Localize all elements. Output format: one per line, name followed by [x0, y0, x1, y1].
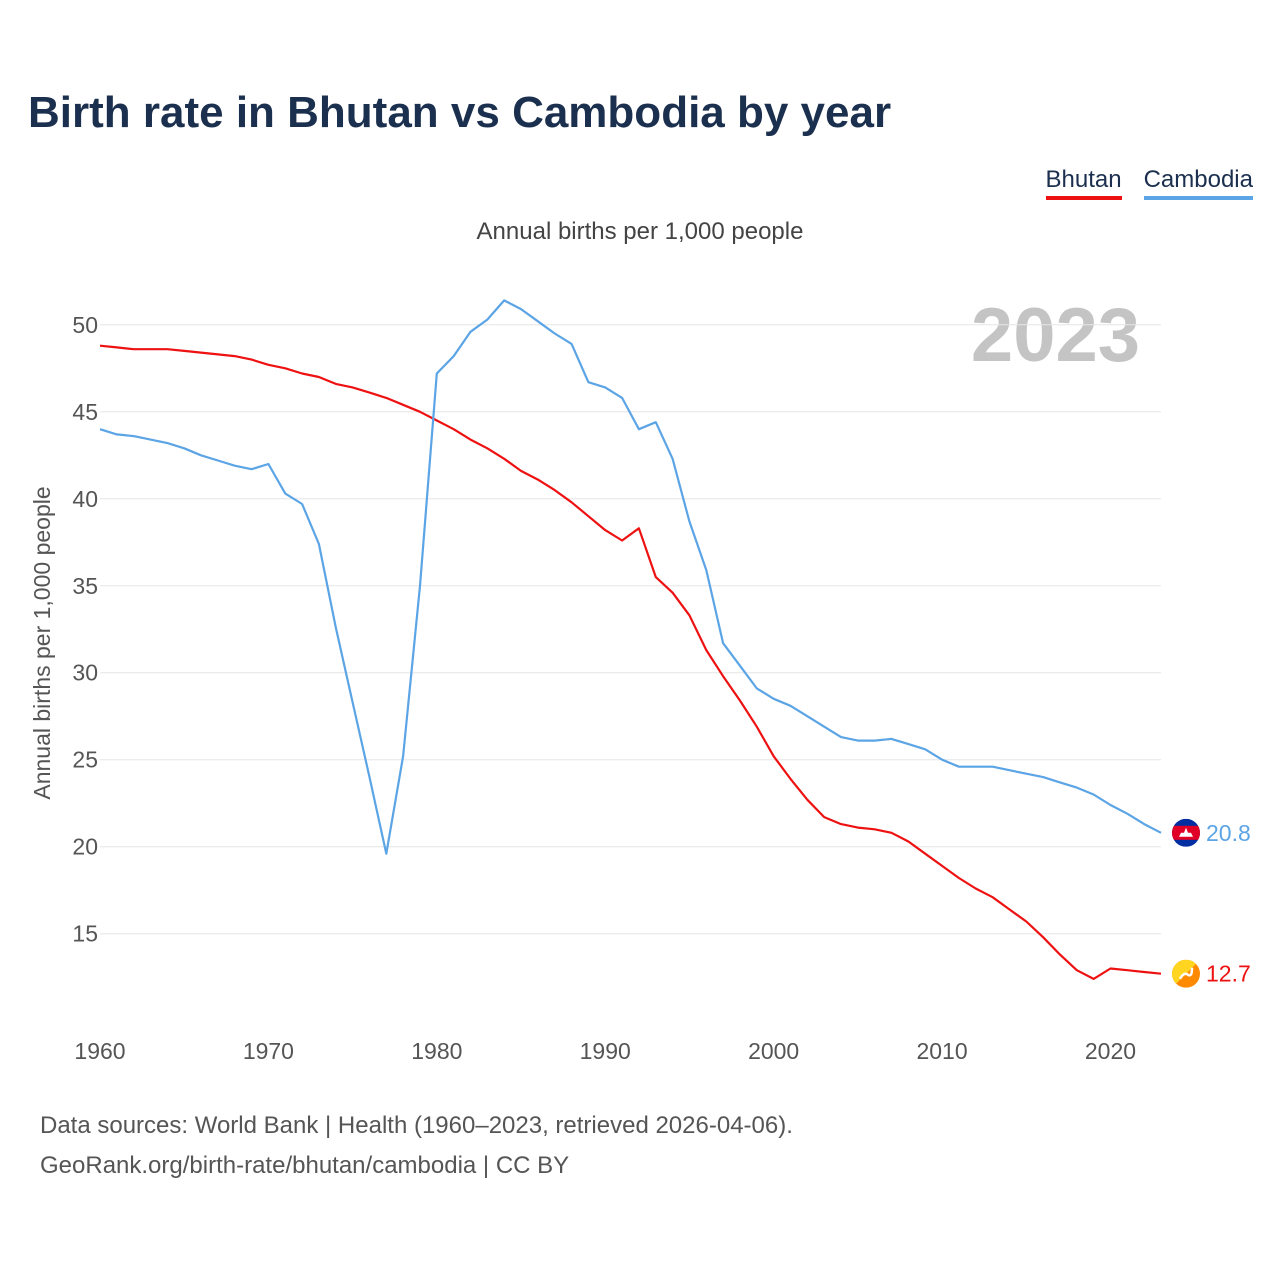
- y-tick-label: 50: [72, 312, 98, 338]
- x-tick-label: 1980: [411, 1038, 462, 1064]
- year-watermark: 2023: [971, 293, 1140, 378]
- cambodia-flag-icon: [1172, 818, 1200, 847]
- series-line-cambodia: [99, 299, 1162, 855]
- end-value-label-bhutan: 12.7: [1206, 961, 1251, 987]
- line-chart: 2023 15 20 25 30 35 40 45 50 1960 1970 1980 1990 2000…: [29, 293, 1251, 1064]
- y-tick-label: 40: [72, 486, 98, 512]
- y-axis-label: Annual births per 1,000 people: [29, 486, 55, 799]
- y-tick-label: 30: [72, 660, 98, 686]
- chart-title: Birth rate in Bhutan vs Cambodia by year: [28, 88, 892, 137]
- x-tick-label: 1990: [580, 1038, 631, 1064]
- legend-item-bhutan[interactable]: Bhutan: [1045, 166, 1122, 200]
- chart-subtitle: Annual births per 1,000 people: [476, 218, 804, 245]
- y-tick-label: 35: [72, 573, 98, 599]
- y-tick-label: 25: [72, 747, 98, 773]
- legend: Bhutan Cambodia: [1045, 166, 1253, 200]
- x-tick-label: 1970: [243, 1038, 294, 1064]
- source-link[interactable]: GeoRank.org/birth-rate/bhutan/cambodia |…: [40, 1152, 570, 1179]
- y-tick-label: 45: [72, 399, 98, 425]
- end-value-label-cambodia: 20.8: [1206, 820, 1251, 846]
- x-tick-label: 1960: [74, 1038, 125, 1064]
- y-tick-label: 15: [72, 921, 98, 947]
- data-source-note: Data sources: World Bank | Health (1960–…: [40, 1112, 793, 1139]
- bhutan-flag-icon: [1172, 959, 1200, 988]
- series-line-bhutan: [99, 344, 1162, 981]
- legend-item-cambodia[interactable]: Cambodia: [1143, 166, 1253, 200]
- x-tick-label: 2010: [916, 1038, 967, 1064]
- footer: Data sources: World Bank | Health (1960–…: [40, 1106, 793, 1186]
- x-tick-label: 2020: [1085, 1038, 1136, 1064]
- x-tick-label: 2000: [748, 1038, 799, 1064]
- y-tick-label: 20: [72, 834, 98, 860]
